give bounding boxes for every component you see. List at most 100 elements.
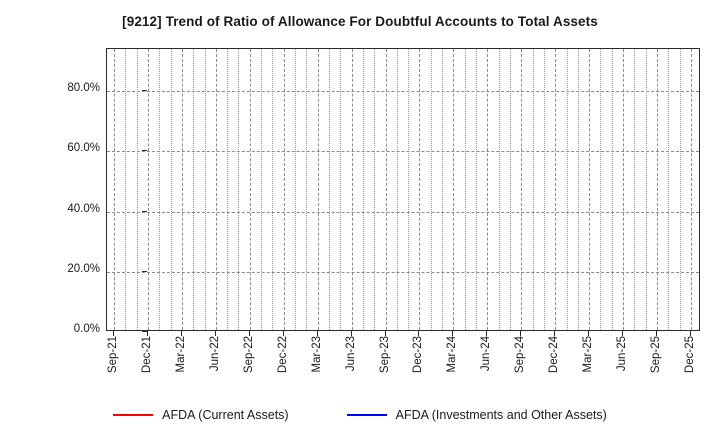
gridline-vertical [442, 49, 444, 330]
x-axis-tick-mark [248, 331, 250, 336]
gridline-vertical [634, 49, 636, 330]
gridline-vertical [125, 49, 127, 330]
gridline-vertical [261, 49, 263, 330]
gridline-vertical [419, 49, 421, 330]
x-axis-tick-mark [384, 331, 386, 336]
gridline-vertical [306, 49, 308, 330]
gridline-vertical [543, 49, 545, 330]
legend-label: AFDA (Current Assets) [162, 408, 289, 422]
x-axis-tick-label: Mar-25 [582, 336, 595, 373]
legend-item-1[interactable]: AFDA (Current Assets) [113, 408, 289, 422]
gridline-vertical [487, 49, 489, 330]
gridline-vertical [498, 49, 500, 330]
chart-legend: AFDA (Current Assets) AFDA (Investments a… [0, 404, 720, 426]
gridline-vertical [272, 49, 274, 330]
x-axis-tick-label: Jun-25 [616, 336, 629, 372]
gridline-vertical [385, 49, 387, 330]
x-axis-tick-label: Dec-24 [548, 336, 561, 374]
gridline-vertical [566, 49, 568, 330]
x-axis-tick-label: Dec-25 [684, 336, 696, 374]
y-axis-tick-mark [142, 90, 147, 91]
x-axis-tick-label: Mar-23 [310, 336, 323, 373]
gridline-vertical [532, 49, 534, 330]
gridline-vertical [611, 49, 613, 330]
y-axis-tick-label: 80.0% [67, 82, 100, 94]
y-axis-tick-label: 40.0% [67, 202, 100, 215]
gridline-vertical [679, 49, 681, 330]
x-axis-tick-mark [588, 331, 590, 336]
gridline-vertical [476, 49, 478, 330]
x-axis-tick-mark [113, 331, 114, 336]
x-axis-tick-label: Sep-24 [514, 336, 527, 374]
chart-title: [9212] Trend of Ratio of Allowance For D… [122, 14, 598, 29]
x-axis-tick-mark [180, 331, 182, 336]
x-axis-tick-mark [146, 331, 148, 336]
y-axis-tick-label: 0.0% [73, 323, 100, 335]
x-axis-tick-mark [520, 331, 522, 336]
gridline-vertical [509, 49, 511, 330]
x-axis-tick-label: Dec-23 [412, 336, 425, 374]
x-axis-tick-mark [282, 331, 284, 336]
gridline-vertical [193, 49, 195, 330]
x-axis-tick-label: Jun-22 [208, 336, 221, 372]
legend-color-swatch [113, 414, 154, 416]
gridline-vertical [374, 49, 376, 330]
x-axis-tick-mark [452, 331, 454, 336]
gridline-vertical [464, 49, 466, 330]
legend-label: AFDA (Investments and Other Assets) [395, 408, 607, 422]
plot-area [106, 48, 700, 331]
gridline-vertical [396, 49, 398, 330]
gridline-vertical [657, 49, 659, 330]
x-axis-tick-mark [554, 331, 556, 336]
gridline-horizontal [107, 151, 699, 153]
gridline-horizontal [107, 271, 699, 273]
gridline-vertical [577, 49, 579, 330]
y-axis: 0.0% 20.0% 40.0% 60.0% 80.0% [42, 0, 147, 440]
gridline-vertical [453, 49, 455, 330]
gridline-vertical [317, 49, 319, 330]
gridline-vertical [328, 49, 330, 330]
gridline-vertical [408, 49, 410, 330]
gridline-vertical [668, 49, 670, 330]
gridline-vertical [159, 49, 161, 330]
x-axis-tick-label: Sep-25 [650, 336, 663, 374]
gridline-vertical [215, 49, 217, 330]
gridline-vertical [351, 49, 353, 330]
gridline-vertical [295, 49, 297, 330]
gridline-vertical [204, 49, 206, 330]
gridline-horizontal [107, 91, 699, 92]
gridline-vertical [623, 49, 625, 330]
x-axis-tick-label: Dec-22 [276, 336, 289, 374]
x-axis-tick-label: Sep-21 [107, 336, 119, 374]
y-axis-tick-mark [142, 270, 147, 272]
gridline-vertical [340, 49, 342, 330]
x-axis-tick-mark [316, 331, 318, 336]
x-axis-tick-mark [656, 331, 658, 336]
gridline-vertical [521, 49, 523, 330]
x-axis-tick-mark [418, 331, 420, 336]
x-axis-tick-mark [350, 331, 352, 336]
gridline-vertical [181, 49, 183, 330]
legend-item-2[interactable]: AFDA (Investments and Other Assets) [346, 408, 607, 422]
gridline-vertical [589, 49, 591, 330]
y-axis-tick-mark [142, 210, 147, 212]
y-axis-tick-mark [142, 331, 147, 332]
gridline-horizontal [107, 211, 699, 213]
x-axis-tick-label: Jun-24 [480, 336, 493, 372]
x-axis-tick-label: Sep-23 [378, 336, 391, 374]
gridline-vertical [170, 49, 172, 330]
y-axis-tick-label: 20.0% [67, 262, 100, 275]
x-axis-tick-label: Jun-23 [344, 336, 357, 372]
x-axis-tick-label: Sep-22 [242, 336, 255, 374]
y-axis-tick-label: 60.0% [67, 142, 100, 155]
gridline-vertical [430, 49, 432, 330]
x-axis-tick-label: Mar-24 [446, 336, 459, 373]
gridline-vertical [147, 49, 149, 330]
legend-color-swatch [346, 414, 387, 416]
x-axis-tick-mark [622, 331, 624, 336]
gridline-vertical [555, 49, 557, 330]
gridline-vertical [249, 49, 251, 330]
gridline-vertical [227, 49, 229, 330]
